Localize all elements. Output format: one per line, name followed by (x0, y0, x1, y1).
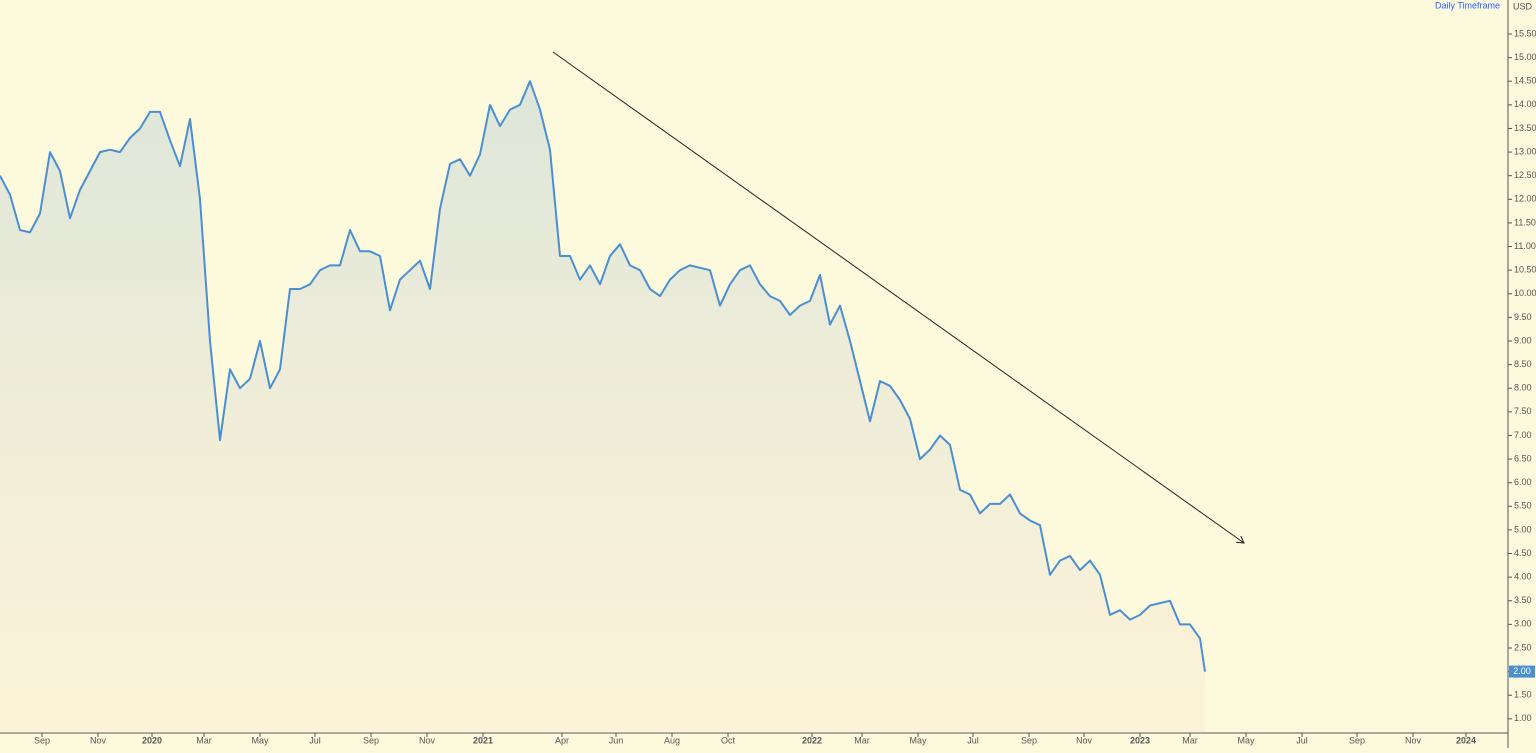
y-tick-label: 4.50 (1514, 548, 1532, 558)
y-tick-label: 11.50 (1514, 217, 1536, 227)
y-tick-label: 4.00 (1514, 572, 1532, 582)
x-tick-label: Jul (309, 735, 321, 745)
x-tick-label: Nov (90, 735, 107, 745)
y-tick-label: 15.00 (1514, 52, 1536, 62)
y-tick-label: 3.00 (1514, 619, 1532, 629)
x-tick-label: Apr (555, 735, 569, 745)
y-tick-label: 7.00 (1514, 430, 1532, 440)
x-tick-label: May (1237, 735, 1255, 745)
y-tick-label: 9.00 (1514, 335, 1532, 345)
y-tick-label: 3.50 (1514, 595, 1532, 605)
y-tick-label: 14.50 (1514, 76, 1536, 86)
x-tick-label: Nov (419, 735, 436, 745)
x-tick-label: Jul (967, 735, 979, 745)
y-tick-label: 5.00 (1514, 524, 1532, 534)
y-tick-label: 12.50 (1514, 170, 1536, 180)
x-tick-label: 2020 (142, 735, 162, 745)
x-tick-label: Nov (1076, 735, 1093, 745)
y-tick-label: 9.50 (1514, 312, 1532, 322)
timeframe-label: Daily Timeframe (1435, 0, 1500, 10)
x-tick-label: May (251, 735, 269, 745)
x-tick-label: 2023 (1130, 735, 1150, 745)
x-tick-label: Sep (34, 735, 50, 745)
y-tick-label: 15.50 (1514, 28, 1536, 38)
y-tick-label: 6.00 (1514, 477, 1532, 487)
x-tick-label: 2022 (802, 735, 822, 745)
x-tick-label: Jul (1296, 735, 1308, 745)
y-tick-label: 8.00 (1514, 383, 1532, 393)
y-tick-label: 6.50 (1514, 453, 1532, 463)
last-value-label: 2.00 (1513, 666, 1531, 676)
y-tick-label: 2.50 (1514, 642, 1532, 652)
x-tick-label: Sep (363, 735, 379, 745)
y-tick-label: 13.50 (1514, 123, 1536, 133)
y-tick-label: 1.50 (1514, 690, 1532, 700)
x-tick-label: Mar (196, 735, 212, 745)
x-tick-label: Nov (1405, 735, 1422, 745)
price-line (0, 80, 1206, 672)
x-tick-label: Aug (664, 735, 680, 745)
y-tick-label: 13.00 (1514, 146, 1536, 156)
x-tick-label: Mar (1182, 735, 1198, 745)
x-tick-label: May (909, 735, 927, 745)
x-tick-label: Sep (1349, 735, 1365, 745)
y-tick-label: 10.50 (1514, 265, 1536, 275)
y-tick-label: 10.00 (1514, 288, 1536, 298)
x-tick-label: Mar (854, 735, 870, 745)
x-tick-label: 2024 (1456, 735, 1476, 745)
y-tick-label: 1.00 (1514, 713, 1532, 723)
currency-label: USD (1513, 1, 1533, 11)
last-value-box (1509, 665, 1535, 678)
x-tick-label: Jun (609, 735, 624, 745)
y-tick-label: 12.00 (1514, 194, 1536, 204)
area (0, 81, 1205, 733)
x-tick-label: 2021 (473, 735, 493, 745)
y-tick-label: 5.50 (1514, 501, 1532, 511)
y-tick-label: 8.50 (1514, 359, 1532, 369)
x-tick-label: Oct (721, 735, 736, 745)
y-tick-label: 14.00 (1514, 99, 1536, 109)
trend-line (552, 51, 1244, 543)
x-tick-label: Sep (1021, 735, 1037, 745)
y-tick-label: 7.50 (1514, 406, 1532, 416)
y-tick-label: 11.00 (1514, 241, 1536, 251)
